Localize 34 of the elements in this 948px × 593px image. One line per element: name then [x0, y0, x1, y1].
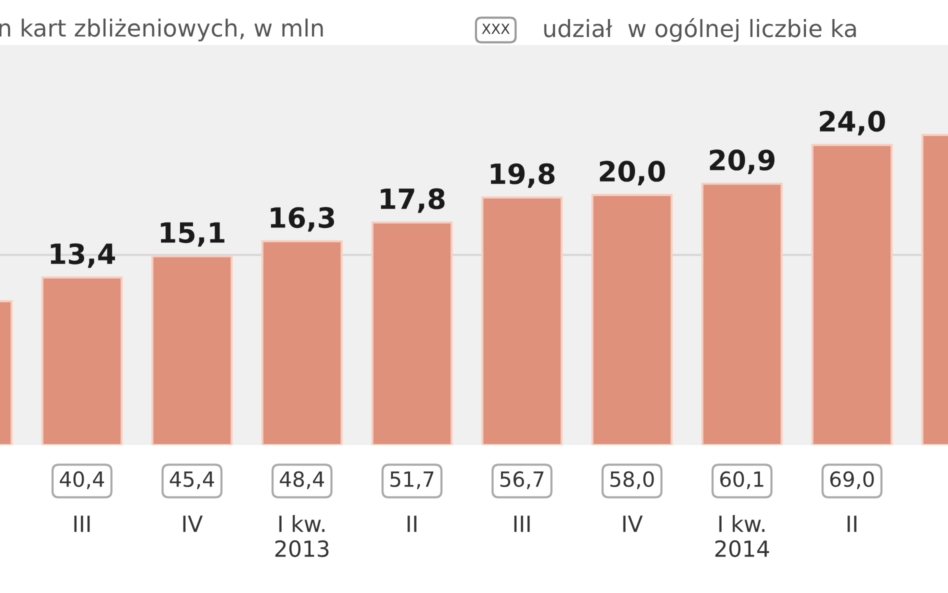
data-label: 16,3: [270, 207, 334, 232]
bar: [811, 144, 893, 445]
x-tick-label: IV: [183, 516, 203, 532]
bar: [151, 255, 233, 445]
bar: [261, 240, 343, 445]
x-tick-label: III: [74, 516, 90, 532]
data-label: 15,1: [160, 222, 224, 247]
bar: [41, 276, 123, 445]
text: 56,7: [500, 471, 544, 490]
text: 40,4: [60, 471, 104, 490]
x-tick-label: IV: [623, 516, 643, 532]
text: 60,1: [720, 471, 764, 490]
x-tick-label: I kw. 2014: [715, 515, 770, 558]
legend-title: udział w ogólnej liczbie ka: [544, 18, 856, 42]
data-label: 17,8: [380, 188, 445, 213]
data-label: 19,8: [490, 163, 555, 188]
data-label: 24,0: [820, 110, 885, 136]
x-tick-label: I kw. 2013: [275, 515, 328, 558]
data-label: 20,9: [710, 150, 774, 174]
text: 69,0: [830, 471, 874, 490]
data-label: 13,4: [50, 243, 115, 268]
data-label: 20,0: [600, 160, 665, 186]
x-tick-label: III: [514, 516, 530, 532]
bar: [481, 196, 563, 445]
text: 58,0: [610, 471, 654, 490]
text: 51,7: [390, 472, 434, 490]
text: 48,4: [280, 471, 324, 490]
text: 45,4: [170, 472, 214, 490]
text: XXX: [482, 24, 510, 34]
bar: [371, 221, 453, 445]
x-tick-label: II: [848, 516, 856, 532]
bar: [701, 182, 783, 445]
bar: [591, 194, 673, 445]
x-tick-label: II: [408, 516, 416, 532]
